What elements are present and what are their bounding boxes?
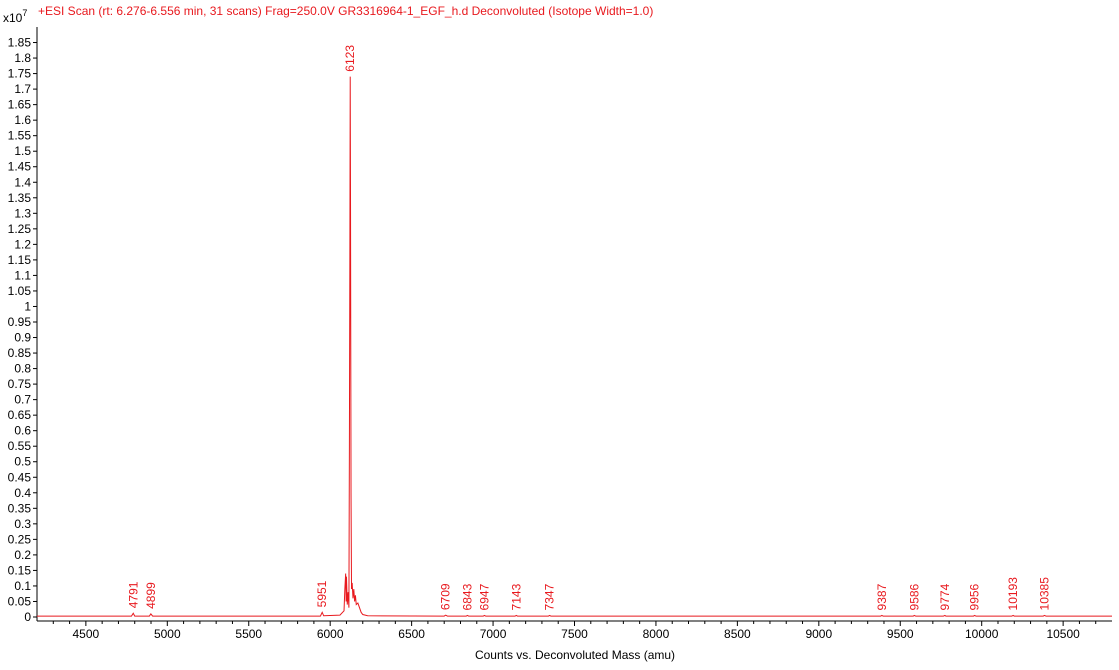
y-tick-label: 0.1 — [14, 579, 31, 593]
y-tick-label: 1.5 — [14, 144, 31, 158]
peak-label: 9586 — [907, 583, 921, 610]
y-tick-label: 0.95 — [8, 315, 32, 329]
y-tick-label: 0.75 — [8, 377, 32, 391]
peak-label: 9387 — [875, 583, 889, 610]
peak-label: 6709 — [439, 583, 453, 610]
y-tick-label: 0.4 — [14, 486, 31, 500]
peak-label: 4899 — [144, 582, 158, 609]
x-tick-label: 7000 — [480, 627, 507, 641]
y-tick-label: 1.35 — [8, 191, 32, 205]
axes — [36, 27, 1112, 622]
x-tick-label: 8000 — [643, 627, 670, 641]
peak-label: 5951 — [315, 580, 329, 607]
y-tick-label: 1.55 — [8, 129, 32, 143]
series-layer — [37, 76, 1112, 617]
y-tick-label: 1.25 — [8, 222, 32, 236]
y-tick-label: 0.65 — [8, 408, 32, 422]
y-tick-label: 0.8 — [14, 362, 31, 376]
peak-label: 6123 — [343, 45, 357, 72]
y-tick-label: 0.5 — [14, 455, 31, 469]
y-tick-label: 1.45 — [8, 160, 32, 174]
y-tick-label: 0.9 — [14, 331, 31, 345]
y-multiplier-label: x107 — [3, 8, 27, 25]
y-tick-label: 0.7 — [14, 393, 31, 407]
peak-label: 9956 — [968, 583, 982, 610]
y-tick-label: 1.6 — [14, 113, 31, 127]
y-tick-label: 1.05 — [8, 284, 32, 298]
y-tick-label: 1.15 — [8, 253, 32, 267]
peak-label: 7143 — [509, 583, 523, 610]
x-tick-label: 5000 — [154, 627, 181, 641]
peak-label: 6947 — [477, 583, 491, 610]
y-tick-label: 0.85 — [8, 346, 32, 360]
x-tick-label: 9500 — [887, 627, 914, 641]
x-tick-label: 8500 — [724, 627, 751, 641]
y-tick-label: 1.65 — [8, 98, 32, 112]
y-tick-label: 1.85 — [8, 36, 32, 50]
x-tick-label: 7500 — [561, 627, 588, 641]
y-tick-label: 0.6 — [14, 424, 31, 438]
y-tick-label: 0.15 — [8, 563, 32, 577]
y-tick-label: 1 — [24, 299, 31, 313]
x-tick-label: 10500 — [1046, 627, 1080, 641]
y-tick-label: 1.2 — [14, 237, 31, 251]
y-multiplier-exponent: 7 — [22, 8, 27, 18]
peak-label: 10193 — [1006, 577, 1020, 611]
y-multiplier-base: x10 — [3, 11, 23, 25]
y-tick-label: 0.3 — [14, 517, 31, 531]
x-axis-ticks: 4500 5000 5500 6000 6500 7000 7500 8000 8500 9000… — [52, 621, 1097, 641]
series-line — [37, 76, 1112, 617]
y-tick-label: 0.55 — [8, 439, 32, 453]
y-tick-label: 1.75 — [8, 67, 32, 81]
y-tick-label: 1.1 — [14, 268, 31, 282]
y-tick-label: 1.3 — [14, 206, 31, 220]
y-tick-label: 1.8 — [14, 51, 31, 65]
x-tick-label: 10000 — [965, 627, 999, 641]
y-tick-label: 1.7 — [14, 82, 31, 96]
y-axis-ticks: 0 0.050.1 0.150.2 0.250.3 0.350.4 0.450.5 0.55… — [8, 36, 37, 624]
chart-title: +ESI Scan (rt: 6.276-6.556 min, 31 scans… — [38, 4, 653, 18]
y-tick-label: 0.05 — [8, 594, 32, 608]
y-tick-label: 1.4 — [14, 175, 31, 189]
x-tick-label: 9000 — [805, 627, 832, 641]
peak-label: 10385 — [1037, 577, 1051, 611]
y-tick-label: 0.35 — [8, 501, 32, 515]
x-tick-label: 4500 — [73, 627, 100, 641]
x-tick-label: 6000 — [317, 627, 344, 641]
y-tick-label: 0 — [24, 610, 31, 624]
y-tick-label: 0.45 — [8, 470, 32, 484]
x-axis-label: Counts vs. Deconvoluted Mass (amu) — [475, 648, 675, 662]
y-tick-label: 0.25 — [8, 532, 32, 546]
x-tick-label: 6500 — [398, 627, 425, 641]
y-tick-label: 0.2 — [14, 548, 31, 562]
peak-label: 9774 — [938, 583, 952, 610]
peak-label: 7347 — [543, 583, 557, 610]
peak-label: 4791 — [126, 581, 140, 608]
peak-label: 6843 — [460, 583, 474, 610]
x-tick-label: 5500 — [235, 627, 262, 641]
peak-labels: 4791 4899 5951 6123 6709 6843 6947 7143 7347 9387… — [126, 45, 1051, 611]
